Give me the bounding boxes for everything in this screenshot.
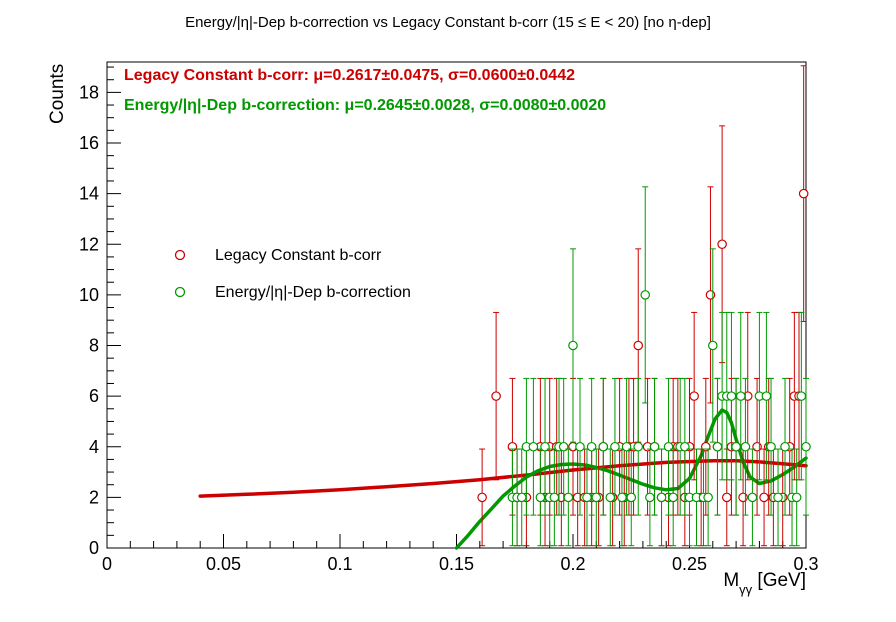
y-tick-label: 18 — [79, 82, 99, 102]
data-point-1 — [649, 377, 660, 516]
y-tick-label: 8 — [89, 336, 99, 356]
data-point-1 — [563, 448, 574, 547]
data-points — [477, 65, 811, 547]
data-point-1 — [791, 448, 802, 547]
data-point-1 — [617, 448, 627, 547]
data-point-1 — [626, 448, 637, 547]
y-tick-label: 6 — [89, 386, 99, 406]
data-point-0 — [798, 65, 809, 322]
x-axis-label: Mγγ [GeV] — [723, 570, 806, 597]
x-tick-label: 0.05 — [206, 554, 241, 574]
data-point-1 — [780, 377, 790, 516]
stat-legacy: Legacy Constant b-corr: μ=0.2617±0.0475,… — [124, 67, 575, 84]
data-point-1 — [535, 448, 546, 547]
data-point-1 — [754, 311, 765, 481]
chart-title: Energy/|η|-Dep b-correction vs Legacy Co… — [185, 14, 711, 31]
data-point-1 — [766, 377, 776, 516]
data-point-1 — [740, 377, 751, 516]
x-tick-label: 0 — [102, 554, 112, 574]
y-tick-label: 4 — [89, 437, 99, 457]
data-point-1 — [598, 377, 609, 516]
data-point-0 — [705, 186, 716, 404]
legend-marker-legacy — [174, 249, 186, 261]
data-point-0 — [491, 311, 501, 481]
data-point-1 — [645, 448, 655, 547]
y-tick-label: 16 — [79, 133, 99, 153]
data-point-1 — [656, 448, 667, 547]
y-tick-label: 10 — [79, 285, 99, 305]
x-tick-label: 0.15 — [439, 554, 474, 574]
data-point-1 — [680, 377, 690, 516]
y-tick-label: 2 — [89, 487, 99, 507]
data-point-0 — [738, 448, 748, 547]
data-point-1 — [640, 186, 651, 404]
data-point-1 — [591, 448, 602, 547]
data-point-0 — [689, 311, 699, 481]
x-tick-label: 0.3 — [793, 554, 818, 574]
data-point-1 — [707, 248, 718, 443]
y-tick-label: 0 — [89, 538, 99, 558]
data-point-1 — [703, 448, 713, 547]
legend-label-energy-dep: Energy/|η|-Dep b-correction — [215, 284, 411, 301]
data-point-1 — [558, 377, 569, 516]
data-point-1 — [761, 311, 772, 481]
data-point-1 — [668, 448, 678, 547]
data-point-1 — [735, 311, 746, 481]
y-axis-label: Counts — [47, 64, 68, 124]
data-point-0 — [477, 448, 487, 547]
data-point-1 — [712, 377, 723, 516]
data-point-1 — [610, 377, 620, 516]
x-tick-label: 0.1 — [327, 554, 352, 574]
fit-curves — [198, 408, 808, 550]
data-point-1 — [575, 377, 585, 516]
data-point-1 — [773, 448, 783, 547]
data-point-1 — [568, 248, 578, 443]
tick-labels: 0 0.05 0.1 0.15 0.2 0.25 0.3 0 2 4 6 8 10 12 14 16 18 — [79, 82, 819, 574]
data-point-1 — [747, 448, 758, 547]
data-point-1 — [801, 377, 811, 516]
data-point-1 — [796, 311, 807, 481]
legend-label-legacy: Legacy Constant b-corr — [215, 247, 382, 264]
data-point-1 — [528, 377, 539, 516]
legend-marker-energy-dep — [174, 286, 186, 298]
data-point-1 — [726, 311, 737, 481]
stat-energy-dep: Energy/|η|-Dep b-correction: μ=0.2645±0.… — [124, 97, 606, 114]
y-tick-label: 14 — [79, 184, 99, 204]
data-point-1 — [633, 377, 644, 516]
x-tick-label: 0.2 — [560, 554, 585, 574]
data-point-1 — [605, 448, 616, 547]
data-point-1 — [516, 448, 527, 547]
y-tick-label: 12 — [79, 234, 99, 254]
fit-curve-0 — [198, 458, 808, 498]
x-tick-label: 0.25 — [672, 554, 707, 574]
data-point-1 — [582, 448, 592, 547]
legend: Legacy Constant b-corr Energy/|η|-Dep b-… — [174, 247, 411, 301]
